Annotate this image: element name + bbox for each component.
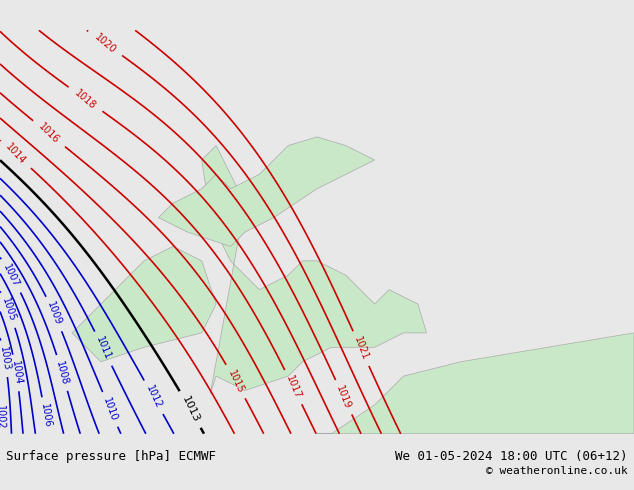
Text: 1010: 1010 [101, 396, 119, 423]
Polygon shape [202, 146, 427, 393]
Text: 1021: 1021 [352, 335, 370, 362]
Text: 1002: 1002 [0, 405, 6, 430]
Text: 1012: 1012 [144, 384, 164, 411]
Text: 1011: 1011 [94, 335, 113, 362]
Text: 1020: 1020 [93, 31, 118, 55]
Text: 1006: 1006 [39, 403, 52, 428]
Text: 1017: 1017 [284, 374, 302, 400]
Text: 1008: 1008 [55, 360, 70, 386]
Polygon shape [158, 137, 375, 246]
Text: 1005: 1005 [0, 297, 17, 323]
Text: 1004: 1004 [10, 360, 23, 386]
Text: 1015: 1015 [226, 368, 245, 395]
Text: 1009: 1009 [45, 301, 63, 327]
Text: 1019: 1019 [335, 384, 353, 411]
Text: 1018: 1018 [73, 87, 98, 111]
Text: 1014: 1014 [4, 142, 28, 167]
Text: 1003: 1003 [0, 346, 11, 371]
Polygon shape [72, 246, 216, 362]
Text: 1007: 1007 [2, 262, 22, 289]
Text: Surface pressure [hPa] ECMWF: Surface pressure [hPa] ECMWF [6, 450, 216, 463]
Polygon shape [317, 333, 634, 434]
Text: 1013: 1013 [180, 394, 201, 424]
Text: We 01-05-2024 18:00 UTC (06+12): We 01-05-2024 18:00 UTC (06+12) [395, 450, 628, 463]
Text: © weatheronline.co.uk: © weatheronline.co.uk [486, 466, 628, 476]
Text: 1016: 1016 [37, 122, 61, 146]
